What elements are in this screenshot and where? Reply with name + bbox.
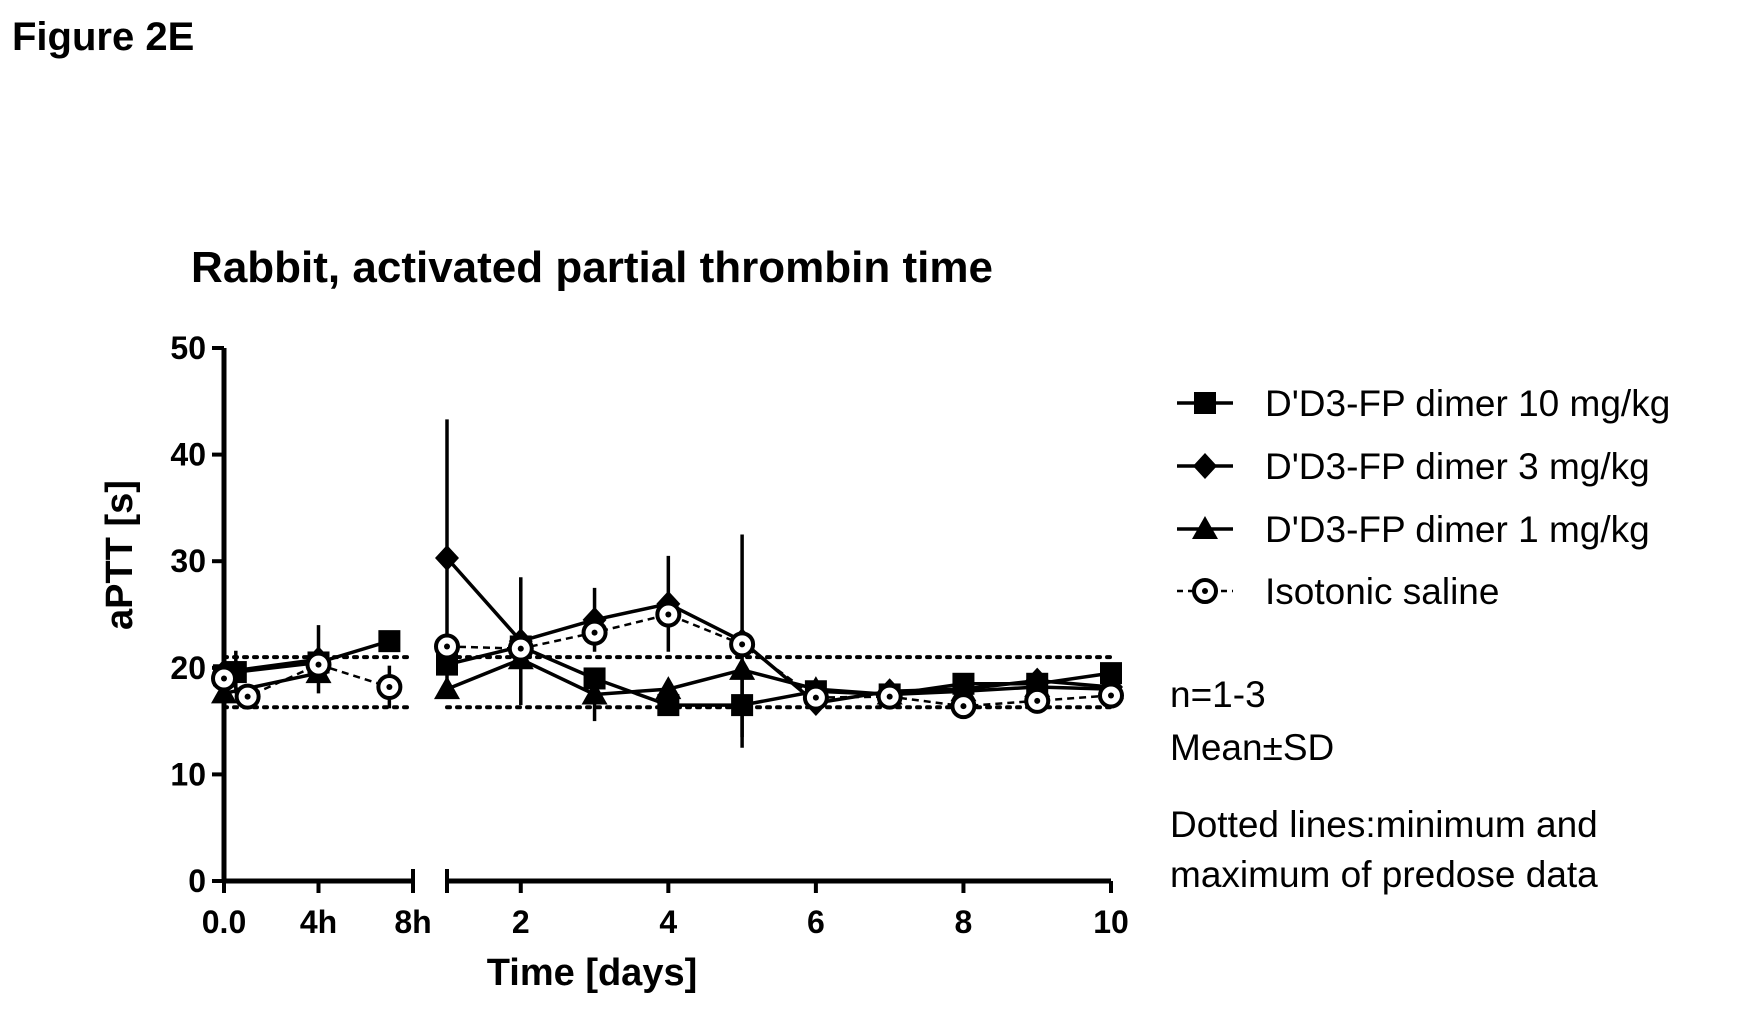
series-line xyxy=(223,657,319,674)
x-tick-label: 8 xyxy=(955,904,973,940)
data-point xyxy=(211,665,237,692)
data-point xyxy=(729,656,756,680)
x-tick-label: 4h xyxy=(300,904,337,940)
x-tick-label: 2 xyxy=(512,904,530,940)
series-layer xyxy=(211,419,1124,748)
marker-dot xyxy=(812,694,819,701)
y-tick-label: 20 xyxy=(170,650,206,686)
data-point xyxy=(657,694,680,717)
x-axis-title: Time [days] xyxy=(487,952,697,994)
data-point xyxy=(655,601,682,628)
legend-label: D'D3-FP dimer 1 mg/kg xyxy=(1265,509,1650,550)
data-point xyxy=(802,684,829,711)
data-point xyxy=(876,683,903,710)
data-point xyxy=(434,633,460,660)
legend-label: Isotonic saline xyxy=(1265,571,1499,612)
data-point xyxy=(1098,682,1124,709)
marker-dot xyxy=(444,643,450,650)
y-tick-label: 30 xyxy=(170,543,206,579)
notes: n=1-3 Mean±SD Dotted lines:minimum and m… xyxy=(1170,674,1598,895)
data-point xyxy=(211,680,237,704)
data-point xyxy=(950,693,977,720)
series-line xyxy=(223,663,390,699)
y-tick-label: 50 xyxy=(170,330,206,366)
data-point xyxy=(655,676,682,700)
marker-dot xyxy=(221,675,227,682)
x-tick-label: 0.0 xyxy=(202,904,246,940)
marker-dot xyxy=(1108,692,1114,699)
legend: D'D3-FP dimer 10 mg/kg D'D3-FP dimer 3 mg… xyxy=(1177,383,1670,612)
y-tick-label: 40 xyxy=(170,437,206,473)
data-point xyxy=(435,545,459,572)
data-point xyxy=(376,673,403,700)
marker-dot xyxy=(960,703,967,710)
marker-dot xyxy=(591,629,598,636)
figure-label: Figure 2E xyxy=(12,15,194,59)
marker-dot xyxy=(1034,697,1041,704)
marker-dot xyxy=(517,645,524,652)
x-tick-label: 8h xyxy=(394,904,431,940)
y-tick-label: 0 xyxy=(188,863,206,899)
y-tick-label: 10 xyxy=(170,756,206,792)
data-point xyxy=(1100,662,1122,685)
data-point xyxy=(305,651,332,678)
data-point xyxy=(1024,687,1051,714)
y-axis-title: aPTT [s] xyxy=(99,480,141,630)
legend-marker xyxy=(1192,516,1218,539)
marker-dot xyxy=(665,611,672,618)
legend-marker xyxy=(1192,578,1218,604)
x-tick-label: 10 xyxy=(1093,904,1129,940)
data-point xyxy=(434,676,460,700)
legend-marker xyxy=(1194,392,1216,414)
data-point xyxy=(729,631,756,658)
marker-dot xyxy=(886,693,893,700)
note-dotted-1: Dotted lines:minimum and xyxy=(1170,804,1598,845)
legend-label: D'D3-FP dimer 3 mg/kg xyxy=(1265,446,1650,487)
marker-dot xyxy=(244,693,251,700)
axes: 0 10 20 30 40 50 0.0 4h 8h 2 4 6 8 10 xyxy=(170,330,1128,940)
series-4 xyxy=(211,601,1124,720)
x-tick-label: 4 xyxy=(659,904,677,940)
marker-dot xyxy=(1202,588,1208,594)
data-point xyxy=(507,635,534,662)
note-dotted-2: maximum of predose data xyxy=(1170,854,1598,895)
marker-dot xyxy=(739,641,746,648)
x-tick-label: 6 xyxy=(807,904,825,940)
marker-dot xyxy=(386,683,393,690)
legend-label: D'D3-FP dimer 10 mg/kg xyxy=(1265,383,1670,424)
data-point xyxy=(581,619,608,646)
data-point xyxy=(378,630,401,653)
note-n: n=1-3 xyxy=(1170,674,1266,715)
note-mean-sd: Mean±SD xyxy=(1170,727,1334,768)
legend-marker xyxy=(1193,453,1217,479)
series-line xyxy=(446,657,1112,697)
data-point xyxy=(234,683,261,710)
data-point xyxy=(581,681,608,705)
chart-title: Rabbit, activated partial thrombin time xyxy=(191,243,993,292)
marker-dot xyxy=(315,661,322,668)
series-line xyxy=(446,613,1112,708)
